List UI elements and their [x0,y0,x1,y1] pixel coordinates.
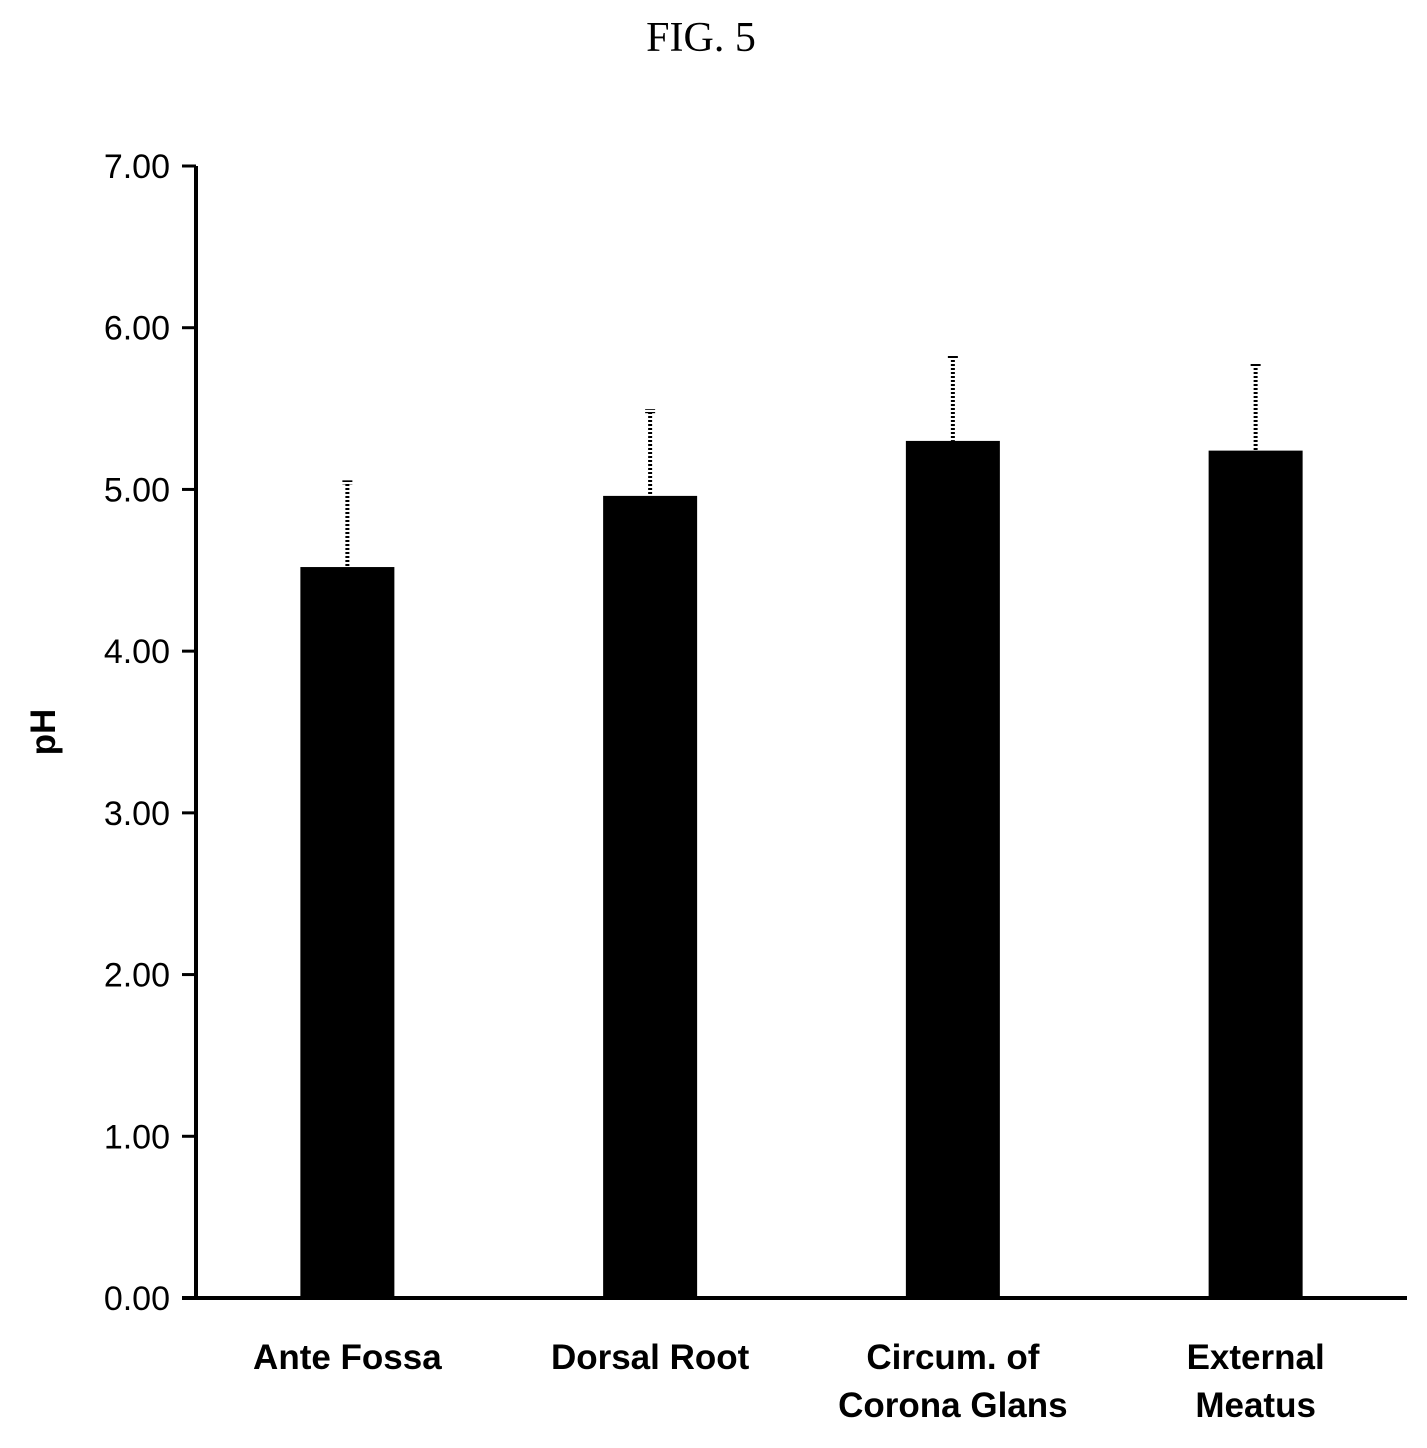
error-bar [345,481,350,568]
y-axis-ticks [182,164,196,1300]
x-category-label: Ante Fossa [253,1338,442,1377]
x-category-label-line: Corona Glans [838,1386,1067,1425]
error-bar-cap [645,409,656,414]
error-bar-cap [342,480,353,485]
x-category-label-line: Ante Fossa [253,1338,442,1377]
y-tick-label: 3.00 [104,795,170,833]
x-category-label-line: External [1187,1338,1325,1377]
figure-title: FIG. 5 [646,15,756,61]
error-bar-cap [947,354,958,359]
x-category-label-line: Circum. of [866,1338,1039,1377]
y-tick-label: 2.00 [104,957,170,995]
x-category-label: Dorsal Root [551,1338,750,1377]
x-category-label: Circum. of Corona Glans [838,1338,1067,1425]
x-category-label-line: Dorsal Root [551,1338,750,1377]
x-axis-category-labels: Ante Fossa Dorsal Root Circum. of Corona Gl… [253,1338,1325,1425]
bars [300,440,1303,1298]
y-tick-label: 1.00 [104,1118,170,1156]
error-bars [342,354,1261,568]
error-bar [648,410,653,496]
x-category-label-line: Meatus [1195,1386,1316,1425]
error-bar-cap [1250,363,1261,368]
y-tick-label: 6.00 [104,310,170,348]
error-bar [950,355,955,441]
y-tick-label: 0.00 [104,1280,170,1318]
y-tick-label: 4.00 [104,633,170,671]
y-axis-title: pH [24,709,63,756]
bar [300,567,395,1298]
x-category-label: External Meatus [1187,1338,1325,1425]
y-axis-tick-labels: 0.00 1.00 2.00 3.00 4.00 5.00 6.00 7.00 [104,148,170,1318]
y-tick-label: 5.00 [104,471,170,509]
bar [603,495,698,1298]
bar [1208,450,1303,1298]
bar [905,440,1000,1298]
y-tick-label: 7.00 [104,148,170,186]
error-bar [1253,364,1258,451]
